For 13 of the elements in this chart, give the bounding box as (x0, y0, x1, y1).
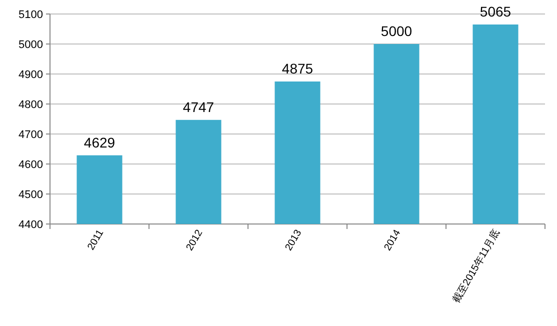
y-tick-label: 4700 (18, 129, 43, 141)
data-label: 4875 (282, 60, 314, 76)
y-tick-label: 5100 (18, 9, 43, 21)
y-tick-label: 4800 (18, 99, 43, 111)
data-label: 4747 (182, 98, 214, 115)
y-tick-label: 4600 (18, 159, 43, 171)
y-tick-label: 4500 (18, 189, 43, 201)
data-label: 5065 (480, 4, 512, 20)
y-tick-label: 4400 (18, 219, 43, 231)
data-label: 5000 (380, 23, 412, 39)
data-label: 4629 (84, 134, 116, 150)
y-tick-label: 4900 (18, 69, 43, 81)
y-tick-label: 5000 (18, 39, 43, 51)
